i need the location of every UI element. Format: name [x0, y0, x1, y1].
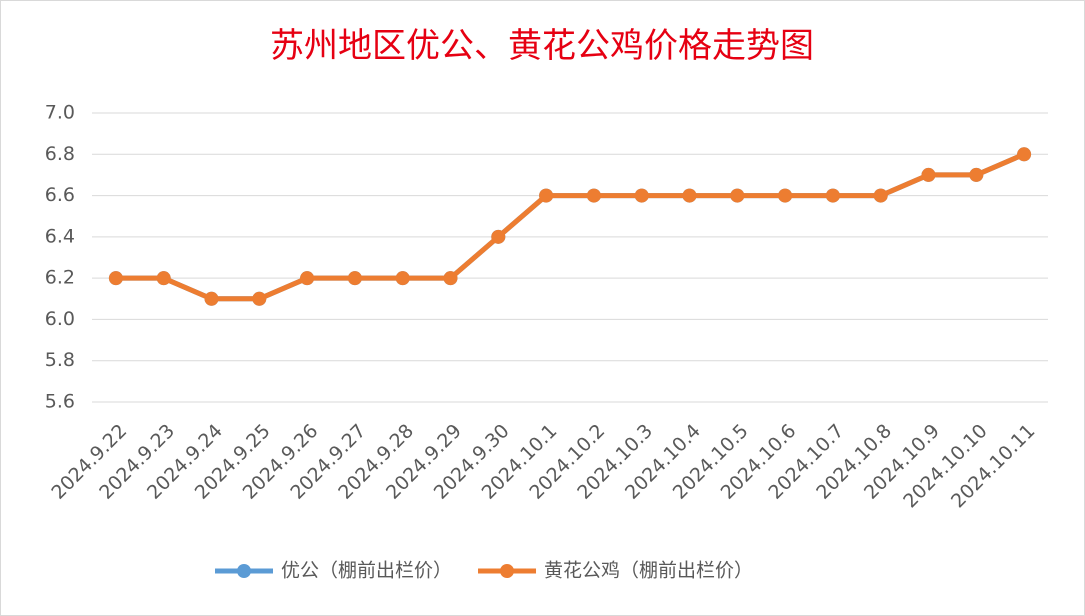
data-point: [873, 188, 888, 203]
y-tick-label: 7.0: [45, 102, 75, 124]
y-tick-label: 6.2: [45, 267, 75, 289]
data-point: [969, 167, 984, 182]
legend-marker: [237, 564, 251, 578]
y-tick-label: 6.8: [45, 143, 75, 165]
data-point: [491, 229, 506, 244]
data-point: [300, 271, 315, 286]
legend-label: 优公（棚前出栏价）: [281, 560, 452, 582]
data-point: [252, 291, 267, 306]
data-point: [108, 271, 123, 286]
y-tick-label: 5.6: [45, 391, 75, 413]
y-tick-label: 6.0: [45, 308, 75, 330]
data-point: [586, 188, 601, 203]
chart-title: 苏州地区优公、黄花公鸡价格走势图: [270, 26, 814, 66]
legend-label: 黄花公鸡（棚前出栏价）: [544, 560, 753, 582]
data-point: [778, 188, 793, 203]
data-point: [539, 188, 554, 203]
data-point: [921, 167, 936, 182]
data-point: [682, 188, 697, 203]
y-tick-label: 6.6: [45, 184, 75, 206]
data-point: [634, 188, 649, 203]
data-point: [204, 291, 219, 306]
data-point: [825, 188, 840, 203]
data-point: [156, 271, 171, 286]
legend-marker: [500, 564, 515, 578]
data-point: [730, 188, 745, 203]
data-point: [347, 271, 362, 286]
data-point: [1017, 147, 1032, 162]
data-point: [395, 271, 410, 286]
y-tick-label: 5.8: [45, 349, 75, 371]
series-line: [115, 151, 1026, 302]
y-tick-label: 6.4: [45, 225, 75, 247]
data-point: [443, 271, 458, 286]
